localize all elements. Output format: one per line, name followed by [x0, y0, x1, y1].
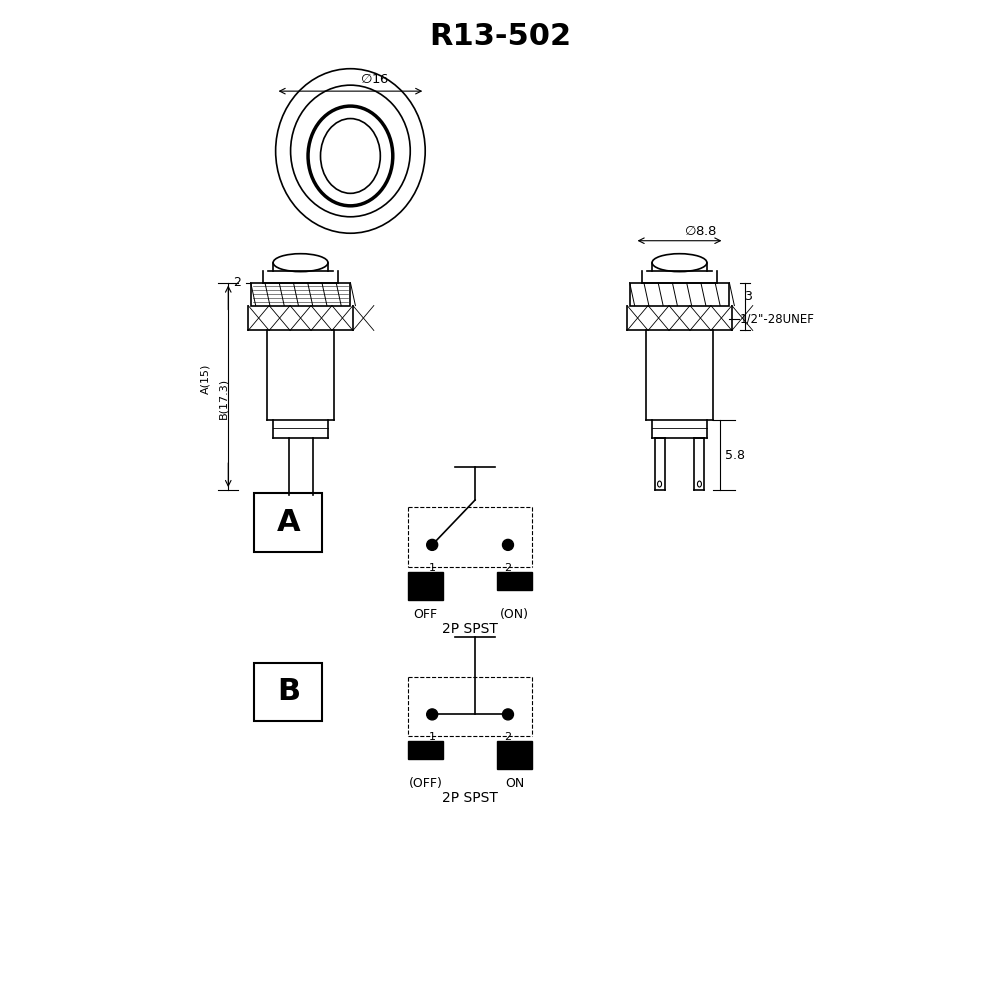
- Bar: [497, 741, 532, 769]
- Bar: [497, 572, 532, 590]
- FancyBboxPatch shape: [254, 663, 322, 721]
- Text: (OFF): (OFF): [409, 777, 443, 790]
- Text: 2P SPST: 2P SPST: [442, 791, 498, 805]
- Text: B: B: [277, 677, 300, 706]
- Text: $\varnothing$8.8: $\varnothing$8.8: [684, 224, 718, 238]
- Text: 2: 2: [504, 732, 512, 742]
- Text: 2: 2: [504, 563, 512, 573]
- Text: (ON): (ON): [500, 608, 529, 621]
- Text: 1/2"-28UNEF: 1/2"-28UNEF: [739, 312, 814, 325]
- Text: 2P SPST: 2P SPST: [442, 622, 498, 636]
- Text: ON: ON: [505, 777, 524, 790]
- Text: A: A: [277, 508, 300, 537]
- Text: 2: 2: [233, 276, 241, 289]
- Circle shape: [427, 539, 438, 550]
- Bar: [251, 283, 350, 306]
- Text: 1: 1: [429, 732, 436, 742]
- Text: 5.8: 5.8: [725, 449, 745, 462]
- Text: B(17.3): B(17.3): [218, 378, 228, 419]
- Text: 3: 3: [744, 290, 752, 303]
- Bar: [630, 283, 729, 306]
- FancyBboxPatch shape: [254, 493, 322, 552]
- Text: A(15): A(15): [200, 364, 210, 394]
- Text: 1: 1: [429, 563, 436, 573]
- Text: R13-502: R13-502: [429, 22, 571, 51]
- Circle shape: [502, 539, 513, 550]
- Bar: [408, 572, 443, 600]
- Text: $\varnothing$16: $\varnothing$16: [360, 72, 390, 86]
- Circle shape: [427, 709, 438, 720]
- Text: OFF: OFF: [414, 608, 438, 621]
- Bar: [408, 741, 443, 759]
- Circle shape: [502, 709, 513, 720]
